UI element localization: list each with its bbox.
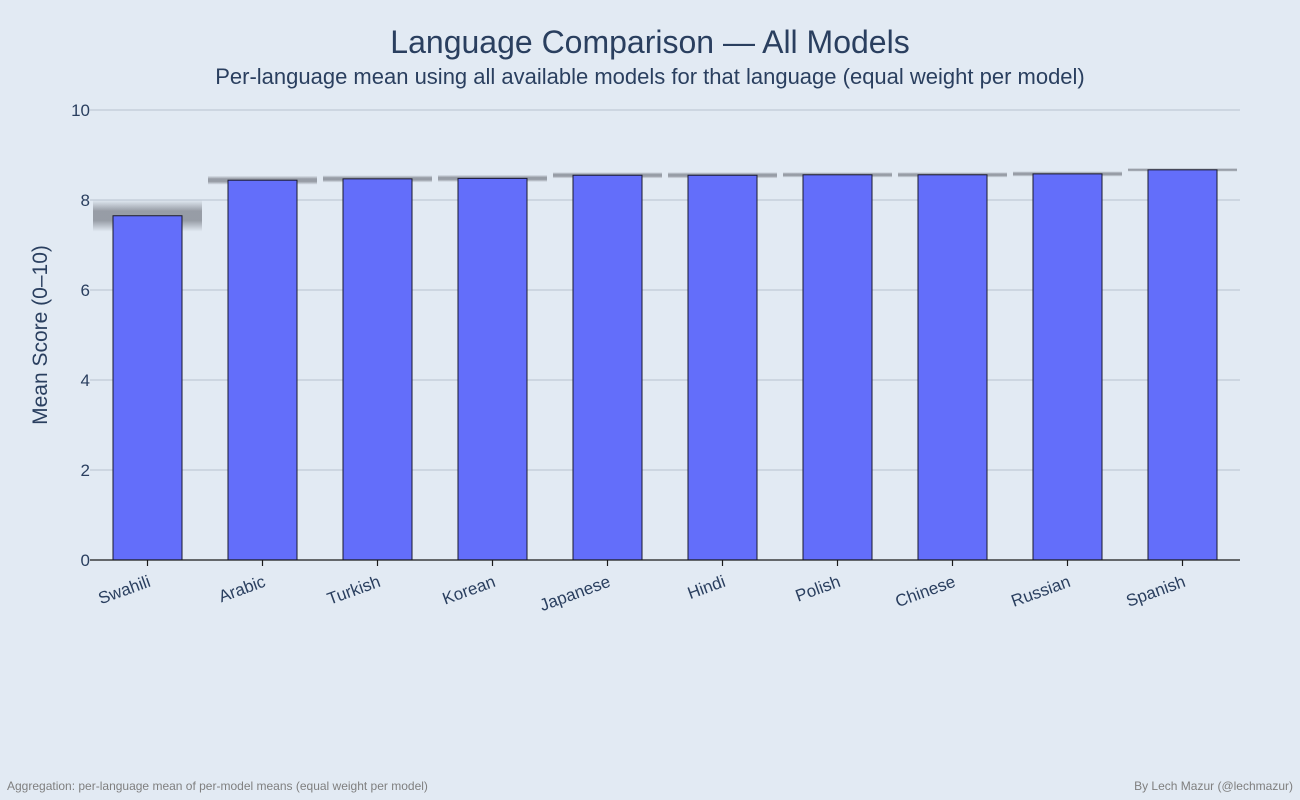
x-tick-label: Japanese: [537, 572, 613, 615]
chart-title: Language Comparison — All Models: [390, 24, 910, 60]
bar-polish: [802, 174, 873, 561]
y-tick-label: 2: [81, 461, 90, 480]
x-tick-label: Chinese: [893, 572, 958, 611]
bar-russian: [1032, 173, 1103, 561]
aggregation-footnote: Aggregation: per-language mean of per-mo…: [7, 779, 428, 793]
x-tick-label: Hindi: [685, 572, 728, 603]
bar-arabic: [227, 179, 298, 561]
y-tick-label: 6: [81, 281, 90, 300]
x-tick-label: Korean: [440, 572, 498, 609]
y-tick-label: 8: [81, 191, 90, 210]
bar-spanish: [1147, 169, 1218, 561]
y-tick-label: 4: [81, 371, 90, 390]
y-tick-label: 10: [71, 101, 90, 120]
x-tick-label: Polish: [793, 572, 843, 606]
x-tick-label: Turkish: [325, 572, 383, 609]
author-credit: By Lech Mazur (@lechmazur): [1134, 779, 1293, 793]
bar-turkish: [342, 178, 413, 561]
x-tick-label: Spanish: [1124, 572, 1188, 611]
y-tick-label: 0: [81, 551, 90, 570]
bar-chinese: [917, 174, 988, 561]
bar-japanese: [572, 174, 643, 561]
x-tick-label: Arabic: [216, 572, 268, 607]
bar-korean: [457, 177, 528, 561]
bar-swahili: [112, 215, 183, 561]
bar-hindi: [687, 174, 758, 561]
x-tick-label: Russian: [1009, 572, 1073, 611]
bar-layer: [112, 169, 1218, 561]
x-tick-label: Swahili: [96, 572, 153, 608]
chart-subtitle: Per-language mean using all available mo…: [215, 64, 1085, 89]
